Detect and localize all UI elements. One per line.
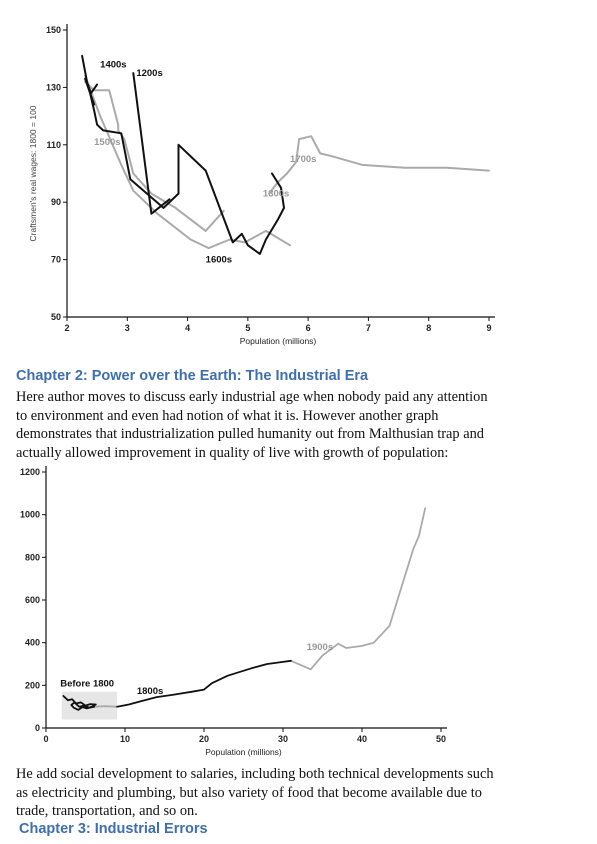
- x-tick-label: 9: [486, 323, 491, 333]
- series-label: 1200s: [136, 68, 162, 79]
- paragraph-line: to environment and even had notion of wh…: [16, 407, 439, 424]
- x-tick-label: 20: [199, 734, 209, 744]
- series-line-1600s: [87, 83, 285, 255]
- x-tick-label: 8: [426, 323, 431, 333]
- series-line-1200s: [132, 72, 171, 215]
- paragraph-line: He add social development to salaries, i…: [16, 766, 494, 782]
- series-line-1300s: [84, 74, 292, 250]
- y-tick-label: 50: [51, 312, 61, 322]
- y-axis-label: Craftsmen's real wages: 1800 = 100: [28, 105, 38, 241]
- x-tick-label: 5: [245, 323, 250, 333]
- series-label: 1800s: [137, 686, 163, 697]
- series-label: Before 1800: [60, 678, 114, 689]
- series-line-1500s: [84, 80, 225, 232]
- x-tick-label: 4: [185, 323, 190, 333]
- series-line-1400s: [81, 54, 99, 106]
- series-line-connector: [93, 705, 118, 708]
- y-tick-label: 130: [46, 82, 61, 92]
- y-tick-label: 1000: [20, 510, 40, 520]
- x-tick-label: 40: [357, 734, 367, 744]
- x-tick-label: 0: [43, 734, 48, 744]
- y-tick-label: 1200: [20, 467, 40, 477]
- paragraph-line: trade, transportation, and so on.: [16, 803, 198, 819]
- social-development-paragraph: He add social development to salaries, i…: [16, 765, 586, 821]
- x-tick-label: 30: [278, 734, 288, 744]
- chapter2-paragraph: Here author moves to discuss early indus…: [16, 388, 586, 462]
- x-tick-label: 2: [64, 323, 69, 333]
- y-tick-label: 0: [35, 723, 40, 733]
- chapter3-heading: Chapter 3: Industrial Errors: [19, 821, 208, 837]
- x-tick-label: 7: [366, 323, 371, 333]
- x-axis-label: Population (millions): [205, 747, 282, 757]
- chapter2-heading: Chapter 2: Power over the Earth: The Ind…: [16, 368, 369, 384]
- x-tick-label: 10: [120, 734, 130, 744]
- paragraph-line: demonstrates that industrialization pull…: [16, 426, 484, 442]
- y-tick-label: 70: [51, 255, 61, 265]
- series-line-before-1800: [62, 695, 97, 711]
- paragraph-line: actually allowed improvement in quality …: [16, 444, 449, 461]
- y-tick-label: 400: [25, 638, 40, 648]
- paragraph-line: as electricity and plumbing, but also va…: [16, 784, 482, 801]
- y-tick-label: 200: [25, 680, 40, 690]
- x-tick-label: 3: [125, 323, 130, 333]
- series-label: 1500s: [94, 137, 120, 148]
- wages-population-chart: 50 70 90 110 130 150 2 3 4 5 6 7 8 9 Population (milli…: [28, 24, 495, 346]
- y-tick-label: 800: [25, 552, 40, 562]
- series-label: 1900s: [307, 642, 333, 653]
- x-tick-label: 50: [436, 734, 446, 744]
- y-tick-label: 110: [46, 140, 61, 150]
- x-axis-label: Population (millions): [240, 336, 317, 346]
- income-population-chart: 0 200 400 600 800 1000 1200 0 10 20 30 40 50 Populati…: [20, 466, 447, 757]
- series-label: 1700s: [290, 154, 316, 165]
- series-label: 1300s: [263, 188, 289, 199]
- y-tick-label: 600: [25, 595, 40, 605]
- y-tick-label: 150: [46, 25, 61, 35]
- series-line-1800s: [116, 659, 292, 708]
- paragraph-line: Here author moves to discuss early indus…: [16, 389, 488, 405]
- series-label: 1400s: [100, 59, 126, 70]
- series-line-1700s: [268, 135, 490, 195]
- series-line-1900s: [289, 507, 427, 671]
- x-tick-label: 6: [306, 323, 311, 333]
- series-label: 1600s: [206, 254, 232, 265]
- y-tick-label: 90: [51, 197, 61, 207]
